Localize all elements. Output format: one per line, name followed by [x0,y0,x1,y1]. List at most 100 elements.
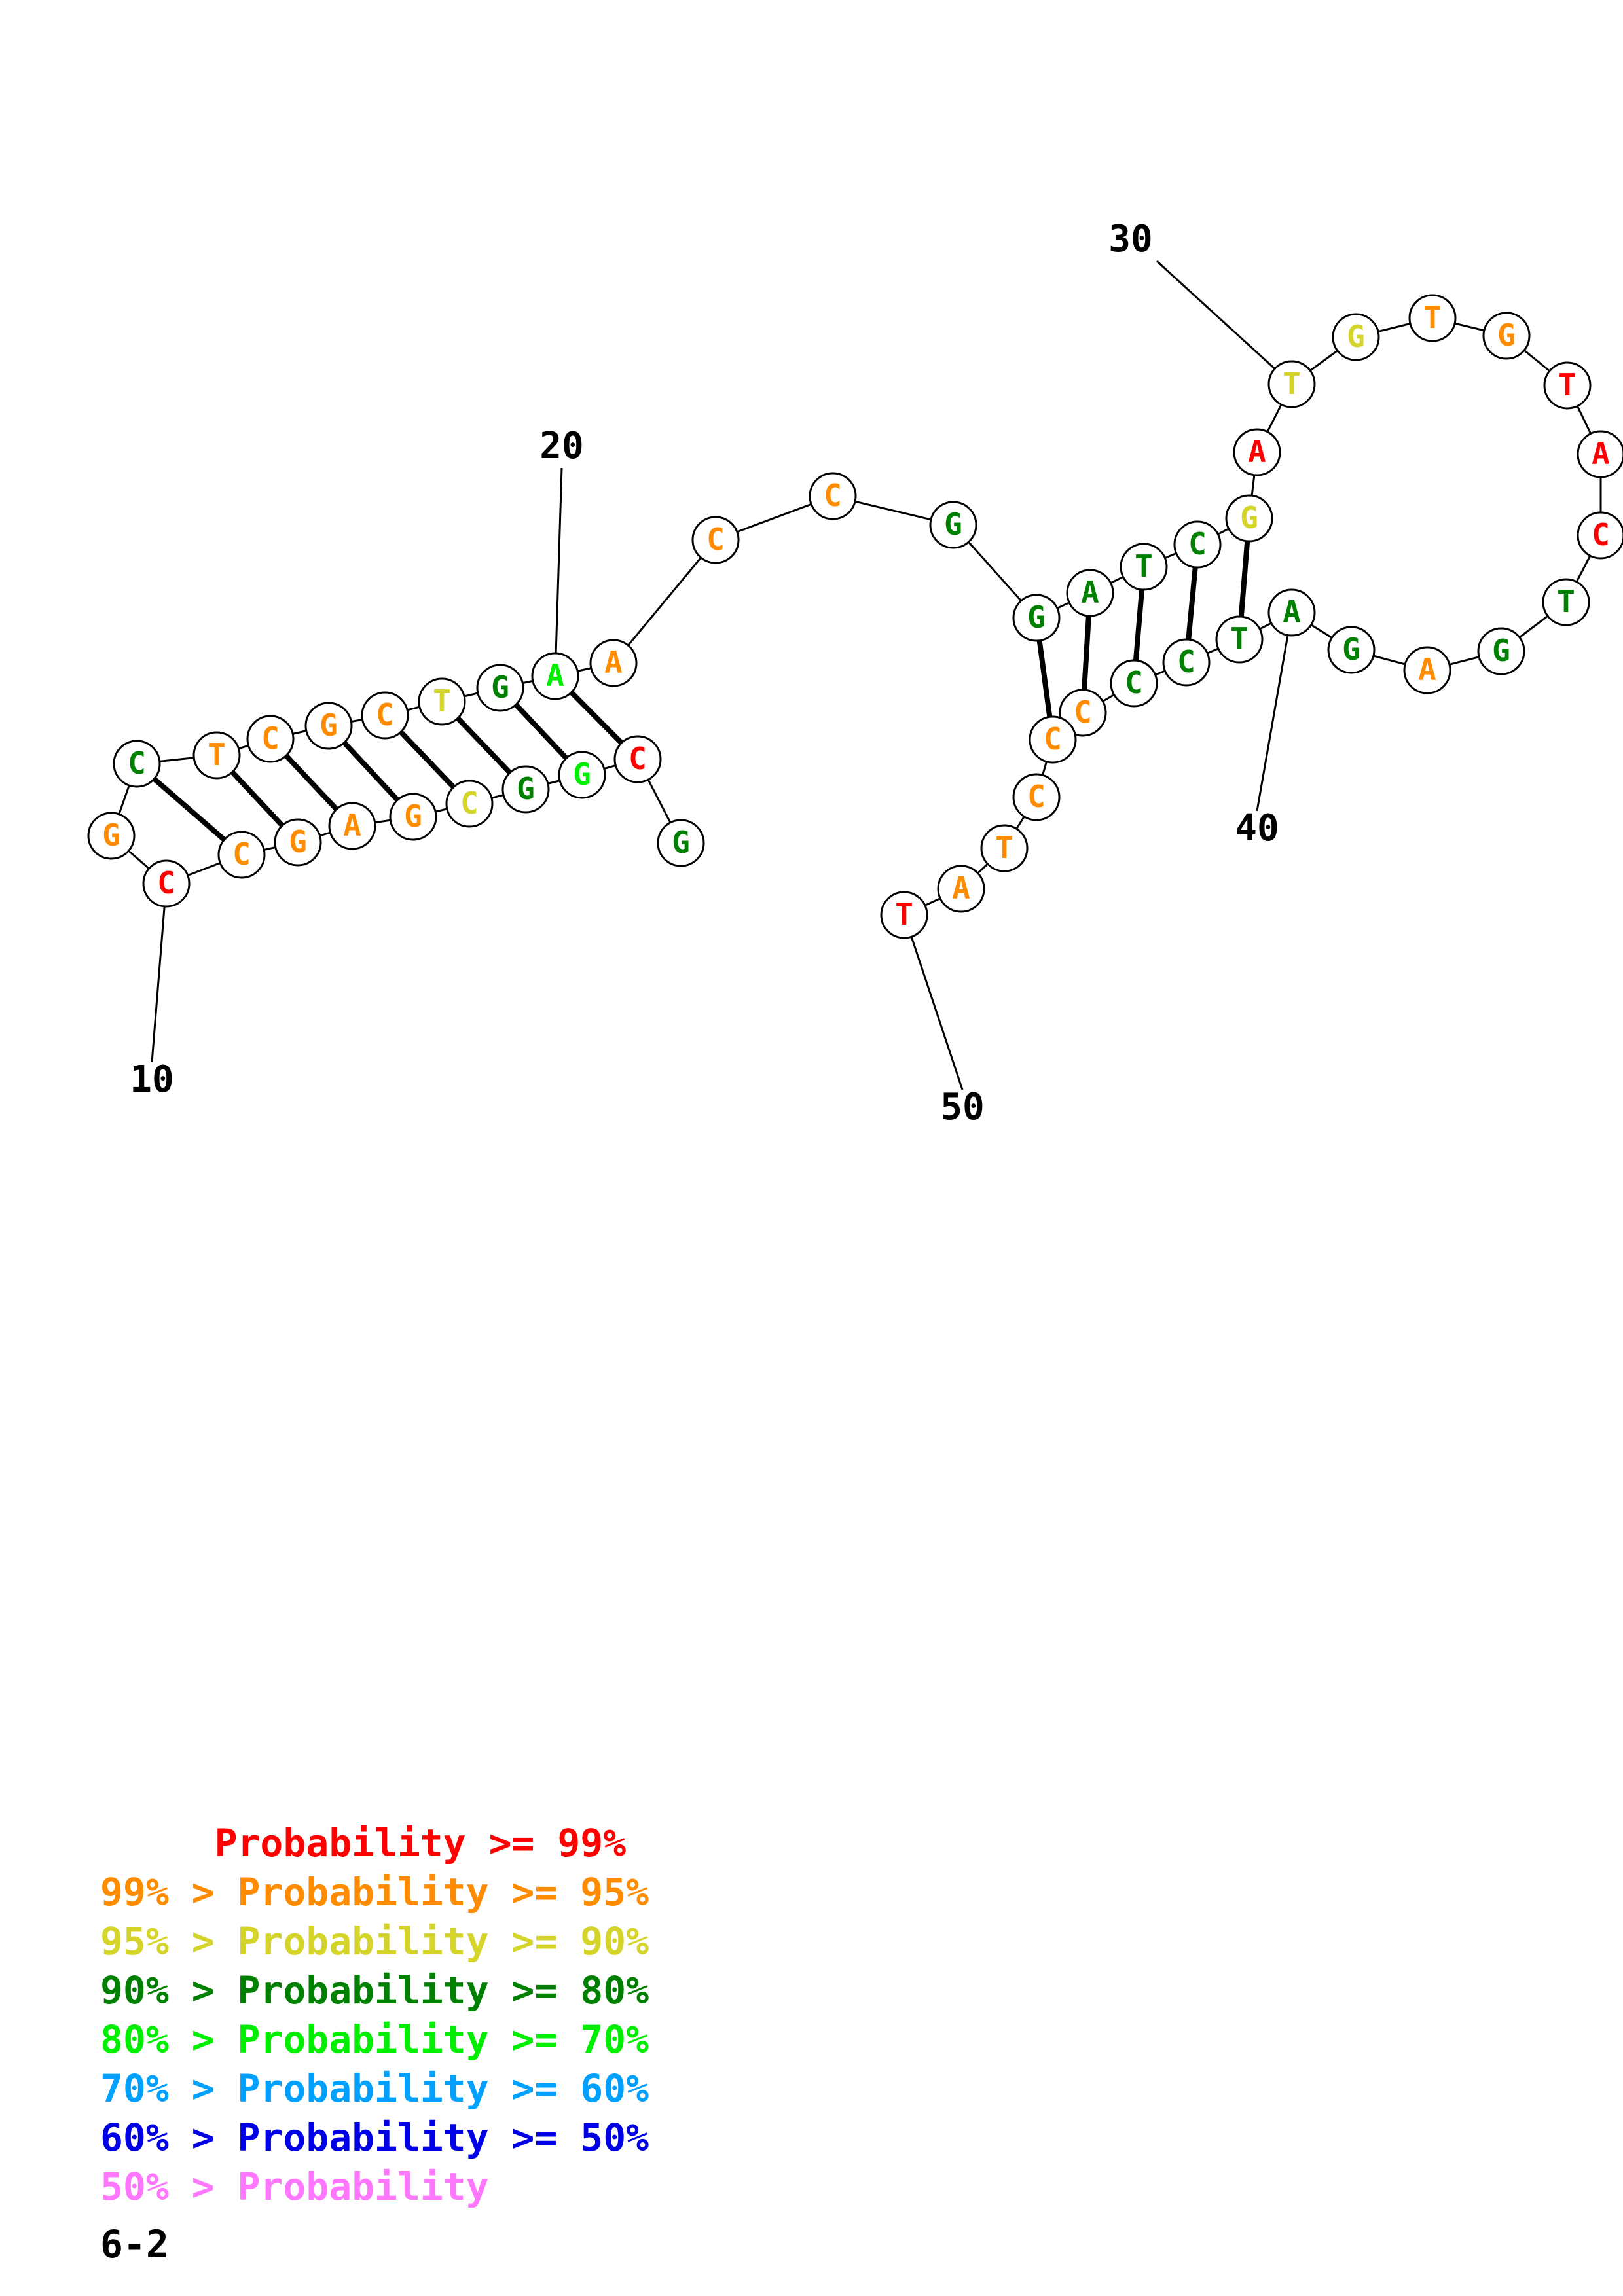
nucleotide: T [1542,578,1590,626]
nucleotide-circle [809,472,857,520]
nucleotide-letter: C [261,721,280,756]
nucleotide-circle [657,819,705,867]
nucleotide-circle [1110,659,1158,708]
nucleotide-circle [1403,646,1451,694]
nucleotide: T [418,677,466,726]
nucleotide: G [274,818,322,867]
nucleotide-letter: A [952,870,970,906]
nucleotide: G [1332,313,1380,361]
nucleotide-letter: G [1347,319,1365,354]
nucleotide-letter: T [1558,367,1577,403]
nucleotide-circle [445,780,494,828]
nucleotide-circle [1267,588,1316,637]
nucleotide-letter: C [824,478,842,513]
nucleotide: T [1408,294,1457,342]
legend-entry: 99% > Probability >= 95% [100,1870,649,1914]
nucleotide-letter: C [376,697,394,732]
nucleotide: G [1482,312,1531,360]
nucleotide: G [87,812,136,860]
nucleotide: A [328,802,376,850]
nucleotide-letter: T [1135,548,1153,584]
nucleotide-circle [1029,715,1077,764]
leader-line [903,914,964,1090]
nucleotide-circle [880,891,928,939]
nucleotide-letter: G [573,757,591,792]
nucleotide-letter: T [1557,584,1575,619]
nucleotide-circle [1327,626,1376,674]
nucleotide-circle [476,664,524,712]
nucleotide: C [361,691,409,740]
nucleotide-letter: T [995,830,1013,865]
leader-line [554,467,563,677]
nucleotide-circle [113,740,161,788]
nucleotide-circle [246,715,295,763]
nucleotide-circle [274,818,322,867]
nucleotide: C [142,859,191,908]
nucleotide: C [1059,689,1107,737]
nucleotide-circle [589,639,638,687]
nucleotide-letter: G [1027,600,1046,635]
nucleotide-letter: A [343,808,361,843]
nucleotide-circle [1542,578,1590,626]
leader-line [1156,260,1293,386]
nucleotide-letter: C [629,741,647,776]
nucleotide-circle [1267,360,1316,408]
nucleotide-letter: A [1592,436,1610,471]
nucleotide: G [389,793,437,841]
nucleotide-letter: T [1423,300,1442,335]
nucleotide-letter: C [1188,526,1207,562]
nucleotide-letter: C [1027,779,1046,814]
nucleotide-letter: G [1497,317,1516,353]
nucleotide-circle [1066,569,1114,617]
nucleotide: A [1403,646,1451,694]
nucleotide-letter: C [1125,665,1143,700]
nucleotide-circle [1225,494,1273,543]
nucleotide-letter: T [433,683,451,719]
position-labels: 10 20 30 40 50 [130,218,1279,1128]
nucleotide-letter: T [1230,621,1249,656]
nucleotide-circle [217,831,266,879]
nucleotide-circle [613,735,662,783]
leader-line [1256,612,1293,812]
nucleotide: G [476,664,524,712]
nucleotide-circle [1408,294,1457,342]
nucleotide: T [880,891,928,939]
nucleotide-letter: A [1081,575,1099,610]
legend-entry: 80% > Probability >= 70% [100,2017,649,2062]
nucleotide: A [937,865,985,913]
nucleotide-letter: G [102,817,120,853]
nucleotide-letter: A [546,658,564,693]
nucleotide-letter: C [157,865,175,901]
nucleotide-letter: G [289,824,307,859]
nucleotide-circle [1012,773,1061,821]
nucleotide-circle [531,652,579,700]
nucleotide-circle [304,702,353,750]
nucleotide-circle [937,865,985,913]
nucleotide: G [1327,626,1376,674]
nucleotide: G [1012,594,1061,642]
nucleotide-letter: C [128,745,146,781]
nucleotide-circle [691,516,740,564]
nucleotide: A [1577,430,1623,478]
nucleotide-letter: A [1418,652,1436,687]
nucleotide-letter: A [604,645,623,680]
nucleotide-circle [1577,511,1623,560]
nucleotide-letter: T [895,897,913,932]
nucleotide-letter: T [208,737,226,772]
legend-entry: 95% > Probability >= 90% [100,1919,649,1964]
nucleotide-circle [142,859,191,908]
nucleotide-circle [1162,638,1211,687]
nucleotide-circle [328,802,376,850]
base-pair-bonds [135,518,1252,857]
nucleotide-letter: G [1240,500,1258,535]
position-label: 10 [130,1058,173,1101]
nucleotide: T [1120,543,1168,591]
nucleotide-letter: G [1342,632,1360,667]
nucleotide: T [1267,360,1316,408]
nucleotide-circle [418,677,466,726]
nucleotide: T [192,731,241,780]
nucleotide: A [531,652,579,700]
nucleotide-circle [1012,594,1061,642]
nucleotide-circle [1215,615,1264,664]
